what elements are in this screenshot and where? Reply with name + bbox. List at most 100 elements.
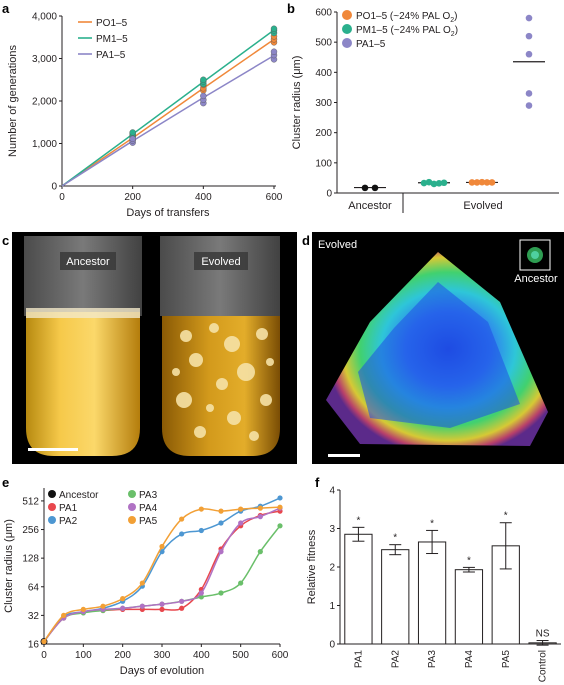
- category-label: PA1: [353, 650, 364, 669]
- data-point: [257, 514, 263, 520]
- legend-label: PO1–5 (~24% PAL O2): [356, 11, 457, 24]
- bar: [454, 569, 484, 645]
- data-point: [200, 76, 207, 83]
- legend-swatch: [342, 10, 352, 20]
- data-point: [218, 508, 224, 514]
- panel-label-f: f: [315, 475, 320, 490]
- legend-label: PA5: [139, 516, 158, 527]
- data-point: [277, 495, 283, 501]
- x-tick-label: 100: [75, 650, 92, 661]
- data-point: [525, 14, 533, 22]
- data-point: [277, 523, 283, 529]
- y-tick-label: 400: [315, 68, 332, 79]
- tube-photograph: Ancestor Evolved c: [2, 232, 297, 464]
- data-point: [218, 520, 224, 526]
- legend-label: PA1: [59, 503, 78, 514]
- significance-label: *: [504, 511, 508, 522]
- legend-swatch: [342, 38, 352, 48]
- significance-label: *: [430, 518, 434, 529]
- data-point: [478, 178, 486, 186]
- data-point: [159, 548, 165, 555]
- x-tick-label: 400: [195, 192, 212, 203]
- panel-label-a: a: [2, 1, 10, 16]
- x-axis-label: Days of evolution: [120, 665, 204, 677]
- data-point: [179, 605, 185, 611]
- data-point: [218, 590, 224, 596]
- evolved-image-label: Evolved: [318, 239, 357, 251]
- data-point: [139, 603, 145, 609]
- group-label-ancestor: Ancestor: [348, 200, 392, 212]
- legend-label: PA1–5: [96, 50, 126, 61]
- data-point: [425, 178, 433, 186]
- data-point: [100, 603, 106, 609]
- data-point: [179, 516, 185, 522]
- data-point: [361, 184, 369, 192]
- cluster-radius-chart: b 0 100 200 300 400 500 600 Cluster radius (μm)…: [287, 1, 559, 213]
- data-point: [238, 506, 244, 512]
- category-label: PA5: [501, 650, 512, 669]
- data-point: [80, 606, 86, 612]
- category-label: PA3: [427, 650, 438, 669]
- bar: [417, 541, 447, 645]
- y-tick-label: 32: [28, 611, 40, 622]
- x-axis-label: Days of transfers: [126, 207, 210, 219]
- y-tick-label: 1,000: [32, 139, 57, 150]
- data-point: [159, 543, 165, 550]
- legend-label: PA3: [139, 490, 158, 501]
- y-tick-label: 2,000: [32, 97, 57, 108]
- data-point: [129, 135, 136, 143]
- series-line: [43, 506, 281, 642]
- y-tick-label: 256: [22, 525, 39, 536]
- scale-bar: [328, 454, 360, 457]
- y-tick-label: 0: [51, 182, 57, 193]
- x-tick-label: 600: [266, 192, 283, 203]
- y-tick-label: 3: [329, 524, 335, 535]
- panel-label-e: e: [2, 475, 9, 490]
- legend-label: PA2: [59, 516, 78, 527]
- x-tick-label: 0: [41, 650, 47, 661]
- x-tick-label: 500: [232, 650, 249, 661]
- legend-label: Ancestor: [59, 490, 99, 501]
- group-label-evolved: Evolved: [463, 200, 502, 212]
- data-point: [179, 598, 185, 604]
- data-point: [440, 179, 448, 187]
- data-point: [179, 531, 185, 537]
- data-point: [277, 504, 283, 510]
- cluster-microscopy-image: Evolved Ancestor d: [302, 232, 564, 464]
- y-tick-label: 16: [28, 640, 40, 651]
- series-line: [61, 38, 275, 187]
- series-line: [43, 497, 281, 642]
- data-point: [270, 48, 278, 55]
- y-tick-label: 200: [315, 128, 332, 139]
- significance-label: *: [356, 515, 360, 526]
- data-point: [200, 92, 207, 100]
- y-axis-label: Relative fitness: [306, 529, 318, 604]
- data-point: [525, 32, 533, 40]
- y-axis-label: Cluster radius (μm): [3, 519, 15, 613]
- y-tick-label: 100: [315, 158, 332, 169]
- y-tick-label: 64: [28, 582, 40, 593]
- legend-swatch: [48, 503, 56, 511]
- data-point: [420, 179, 428, 187]
- legend-swatch: [342, 24, 352, 34]
- category-label: PA4: [464, 650, 475, 669]
- x-tick-label: 0: [59, 192, 65, 203]
- bar: [344, 533, 373, 645]
- data-point: [473, 179, 481, 186]
- data-point: [41, 638, 47, 645]
- y-tick-label: 300: [315, 98, 332, 109]
- data-point: [483, 179, 491, 186]
- significance-label: *: [393, 533, 397, 544]
- series-line: [61, 54, 275, 187]
- y-tick-label: 1: [329, 601, 335, 612]
- data-point: [61, 612, 67, 618]
- series-line: [61, 29, 275, 187]
- panel-label-c: c: [2, 233, 9, 248]
- data-point: [139, 580, 145, 586]
- legend-swatch: [48, 490, 56, 498]
- panel-label-b: b: [287, 1, 295, 16]
- panel-label-d: d: [302, 233, 310, 248]
- evolved-clusters: [172, 323, 274, 441]
- data-point: [238, 580, 244, 586]
- bar: [381, 549, 410, 645]
